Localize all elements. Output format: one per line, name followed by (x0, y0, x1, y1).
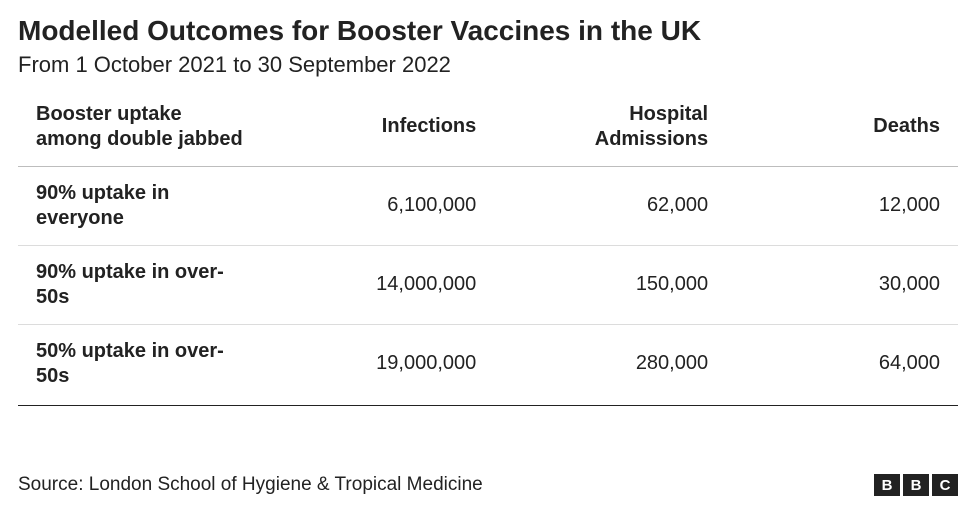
footer: Source: London School of Hygiene & Tropi… (18, 466, 958, 496)
chart-title: Modelled Outcomes for Booster Vaccines i… (18, 14, 958, 48)
bbc-logo-box: C (932, 474, 958, 496)
col-header-uptake: Booster uptake among double jabbed (18, 88, 262, 167)
row-label: 90% uptake in everyone (18, 166, 262, 245)
cell-deaths: 12,000 (726, 166, 958, 245)
cell-infections: 19,000,000 (262, 324, 494, 403)
cell-hospital: 150,000 (494, 245, 726, 324)
table-header-row: Booster uptake among double jabbed Infec… (18, 88, 958, 167)
table-row: 90% uptake in everyone 6,100,000 62,000 … (18, 166, 958, 245)
bbc-logo-box: B (903, 474, 929, 496)
col-header-hospital: Hospital Admissions (494, 88, 726, 167)
outcomes-table: Booster uptake among double jabbed Infec… (18, 88, 958, 403)
cell-infections: 6,100,000 (262, 166, 494, 245)
col-header-infections: Infections (262, 88, 494, 167)
bbc-logo-box: B (874, 474, 900, 496)
table-bottom-rule (18, 405, 958, 406)
table-row: 90% uptake in over-50s 14,000,000 150,00… (18, 245, 958, 324)
cell-infections: 14,000,000 (262, 245, 494, 324)
row-label: 90% uptake in over-50s (18, 245, 262, 324)
cell-hospital: 280,000 (494, 324, 726, 403)
cell-deaths: 30,000 (726, 245, 958, 324)
chart-subtitle: From 1 October 2021 to 30 September 2022 (18, 52, 958, 78)
source-text: Source: London School of Hygiene & Tropi… (18, 474, 483, 496)
table-row: 50% uptake in over-50s 19,000,000 280,00… (18, 324, 958, 403)
col-header-deaths: Deaths (726, 88, 958, 167)
bbc-logo: B B C (874, 474, 958, 496)
row-label: 50% uptake in over-50s (18, 324, 262, 403)
cell-hospital: 62,000 (494, 166, 726, 245)
cell-deaths: 64,000 (726, 324, 958, 403)
